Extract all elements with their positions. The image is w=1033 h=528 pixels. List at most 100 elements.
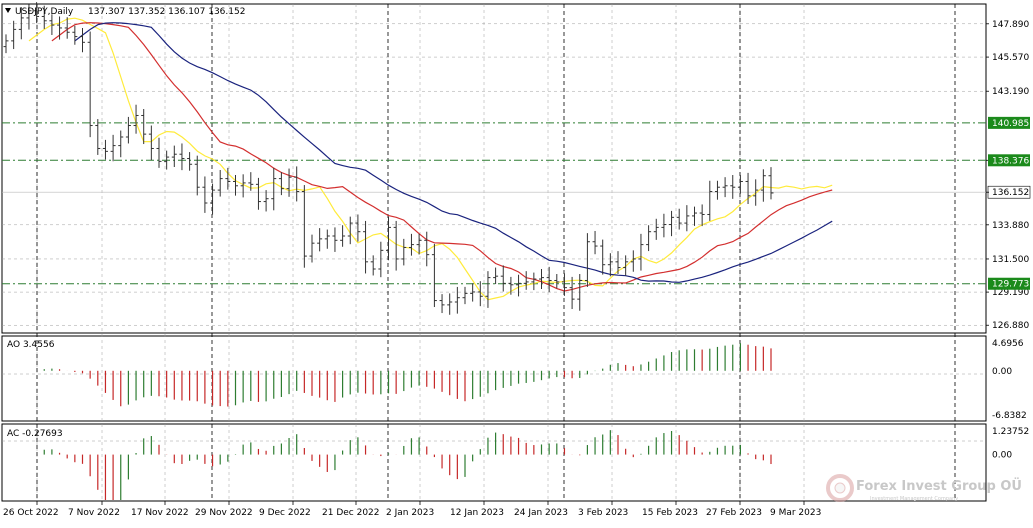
time-tick-label: 21 Dec 2022 [322,508,380,518]
price-bar [11,20,17,50]
watermark-name: Forex Invest Group OÜ [856,478,1022,494]
time-tick-label: 26 Oct 2022 [3,508,59,518]
level-price-label: 138.376 [992,156,1029,166]
price-bar [477,281,483,307]
price-bar [569,276,575,310]
price-bar [179,143,185,171]
price-bar [164,150,170,170]
support-resistance-levels [2,122,986,285]
price-bar [692,206,697,226]
price-bar [72,25,78,45]
price-bar [363,220,369,274]
price-bar [531,272,537,291]
price-tick-label: 126.880 [992,321,1029,331]
price-bar [485,271,491,308]
price-bar [646,225,652,252]
price-bar [95,119,101,155]
price-bar [546,266,552,293]
price-bar [255,177,261,210]
ac-histogram [43,430,772,500]
price-bar [240,174,246,198]
price-bar [41,5,47,29]
time-tick-label: 3 Feb 2023 [578,508,628,518]
price-bar [118,130,124,158]
price-bar [393,220,399,271]
price-bar [156,137,162,168]
level-price-tag [988,116,1030,129]
price-bar [424,231,430,267]
time-tick-label: 7 Nov 2022 [68,508,120,518]
price-bar [148,125,154,161]
price-bar [760,169,766,202]
ma-slow-line [74,22,833,283]
price-bar [233,175,238,196]
time-tick-label: 17 Nov 2022 [131,508,189,518]
price-bar [18,7,24,40]
ma-mid-line [51,22,833,292]
price-bar [737,175,743,194]
price-bars [3,2,774,315]
price-bar [447,293,453,315]
price-bar [187,152,193,171]
symbol-label: USDJPY,Daily [15,7,74,17]
price-tick-label: 136.152 [992,188,1029,198]
price-bar [401,238,407,266]
price-bar [49,14,55,35]
price-bar [125,116,131,144]
time-tick-label: 12 Jan 2023 [450,508,504,518]
price-bar [271,167,277,211]
price-tick-label: 131.500 [992,255,1029,265]
price-bar [653,218,659,240]
price-bar [64,17,70,39]
price-bar [370,255,376,276]
price-bar [454,286,460,314]
ac-tick-label: 1.23752 [992,427,1029,437]
moving-averages [28,17,833,301]
price-bar [439,294,445,314]
menu-triangle-icon[interactable] [5,8,11,13]
price-bar [3,34,9,54]
price-bar [722,177,728,198]
price-bar [217,170,223,197]
ac-tick-label: 0.00 [992,451,1012,461]
price-bar [133,104,139,134]
price-bar [378,241,384,278]
time-tick-label: 27 Feb 2023 [706,508,762,518]
price-bar [661,213,667,238]
price-bar [263,190,269,212]
price-bar [431,243,437,308]
grid [2,23,986,442]
price-bar [669,210,675,237]
price-bar [730,175,736,199]
price-bar [80,27,85,53]
price-bar [615,251,621,275]
price-bar [194,155,200,196]
price-bar [539,269,544,289]
price-bar [309,234,315,263]
ao-tick-label: 0.00 [992,367,1012,377]
price-bar [57,16,63,40]
price-tick-label: 143.190 [992,87,1029,97]
price-bar [699,204,705,227]
price-tick-label: 145.570 [992,53,1029,63]
time-tick-label: 15 Feb 2023 [642,508,698,518]
ao-histogram [43,343,772,407]
price-bar [493,267,499,285]
ac-pane-frame [1,423,987,502]
price-bar [286,168,292,197]
price-bar [355,214,361,242]
price-bar [768,167,774,200]
watermark-tagline: Investment Management Company [870,496,958,502]
ac-label: AC -0.27693 [7,429,63,439]
ao-pane-frame [1,335,987,422]
price-axis: 147.890 145.570 143.190 138.376 136.152 133.8… [986,20,1031,331]
level-price-tag [988,277,1030,290]
ohlc-values: 137.307 137.352 136.107 136.152 [88,7,245,17]
price-bar [584,233,590,287]
price-bar [110,134,116,162]
price-bar [347,216,353,245]
price-bar [638,233,644,271]
price-bar [317,228,323,252]
price-tick-label: 147.890 [992,20,1029,30]
